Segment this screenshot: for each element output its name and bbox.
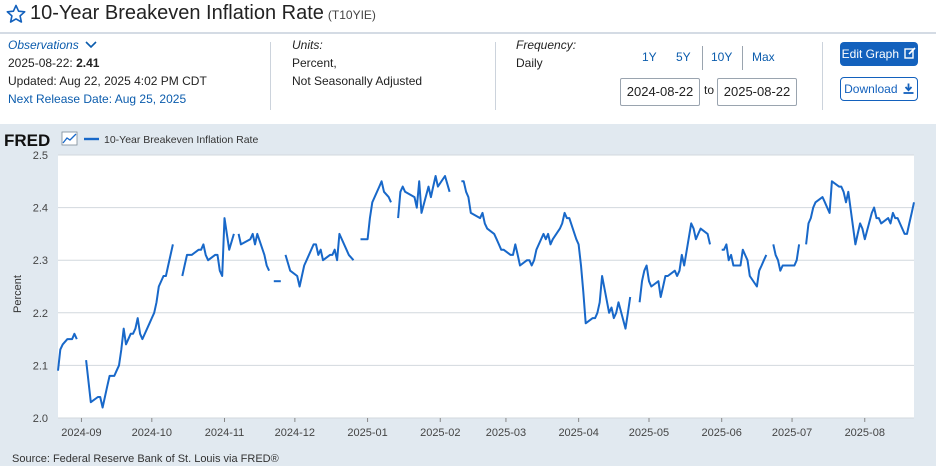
- next-release-link[interactable]: Next Release Date: Aug 25, 2025: [8, 92, 187, 106]
- y-tick-labels: 2.0 2.1 2.2 2.3 2.4 2.5: [33, 150, 48, 425]
- source-note: Source: Federal Reserve Bank of St. Loui…: [12, 453, 279, 465]
- x-tick-labels: 2024-09 2024-10 2024-11 2024-12 2025-01 2025-…: [61, 418, 885, 439]
- y-tick-label: 2.5: [33, 150, 48, 162]
- fred-logo: FRED: [4, 131, 50, 150]
- start-date-input[interactable]: 2024-08-22: [620, 78, 700, 106]
- observations-label: Observations: [8, 38, 79, 52]
- chart-area: FRED 10-Year Breakeven Inflation Rate Pe…: [0, 124, 936, 466]
- edit-graph-label: Edit Graph: [841, 47, 900, 61]
- star-icon[interactable]: [6, 4, 26, 24]
- x-tick-label: 2025-03: [486, 427, 526, 439]
- series-title: 10-Year Breakeven Inflation Rate: [30, 2, 324, 24]
- frequency-value: Daily: [516, 56, 543, 70]
- y-axis-label: Percent: [12, 275, 24, 313]
- page-title: 10-Year Breakeven Inflation Rate (T10YIE): [30, 2, 376, 25]
- edit-graph-button[interactable]: Edit Graph: [840, 42, 918, 66]
- updated-text: Updated: Aug 22, 2025 4:02 PM CDT: [8, 74, 207, 88]
- x-tick-label: 2025-07: [772, 427, 812, 439]
- observations-panel: Observations 2025-08-22: 2.41 Updated: A…: [8, 36, 207, 108]
- range-10y-button[interactable]: 10Y: [711, 50, 733, 64]
- x-tick-label: 2024-10: [132, 427, 172, 439]
- series-line-segment: [237, 232, 271, 272]
- units-label: Units:: [292, 38, 323, 52]
- series-line-segment: [360, 180, 392, 241]
- download-icon: [903, 83, 914, 94]
- x-tick-label: 2025-08: [845, 427, 885, 439]
- x-tick-label: 2025-06: [702, 427, 742, 439]
- series-line-segment: [461, 180, 632, 330]
- range-1y-button[interactable]: 1Y: [642, 50, 657, 64]
- divider: [270, 42, 271, 110]
- y-tick-label: 2.0: [33, 413, 48, 425]
- grid-lines: [58, 154, 914, 419]
- frequency-panel: Frequency: Daily: [516, 36, 576, 72]
- plot-area: [58, 155, 914, 418]
- legend-label: 10-Year Breakeven Inflation Rate: [104, 134, 258, 146]
- download-button[interactable]: Download: [840, 77, 918, 101]
- x-tick-label: 2024-11: [205, 427, 245, 439]
- series-line-segment: [57, 332, 78, 371]
- x-tick-label: 2024-12: [275, 427, 315, 439]
- range-max-button[interactable]: Max: [752, 50, 775, 64]
- units-line2: Not Seasonally Adjusted: [292, 74, 423, 88]
- chevron-down-icon: [85, 41, 97, 49]
- observations-toggle[interactable]: Observations: [8, 36, 207, 54]
- series-line-segment: [805, 180, 915, 246]
- date-range-to: to: [704, 83, 715, 97]
- series-line-segment: [85, 244, 174, 409]
- series-line-segment: [181, 217, 235, 277]
- range-5y-button[interactable]: 5Y: [676, 50, 691, 64]
- x-tick-label: 2025-02: [420, 427, 460, 439]
- line-chart[interactable]: FRED 10-Year Breakeven Inflation Rate Pe…: [0, 124, 936, 466]
- observation-value: 2.41: [76, 56, 100, 70]
- series-id: (T10YIE): [327, 8, 376, 22]
- divider: [742, 46, 743, 70]
- divider: [495, 42, 496, 110]
- series-line-segment: [721, 243, 768, 288]
- units-line1: Percent,: [292, 56, 337, 70]
- divider: [702, 46, 703, 70]
- edit-icon: [904, 47, 916, 59]
- fred-graph-icon: [61, 131, 78, 146]
- observation-date: 2025-08-22:: [8, 56, 73, 70]
- units-panel: Units: Percent, Not Seasonally Adjusted: [292, 36, 422, 90]
- y-tick-label: 2.4: [33, 203, 48, 215]
- y-tick-label: 2.2: [33, 308, 48, 320]
- title-bar: 10-Year Breakeven Inflation Rate (T10YIE): [0, 0, 936, 34]
- x-tick-label: 2025-05: [629, 427, 669, 439]
- series-line-segment: [638, 222, 711, 303]
- end-date-input[interactable]: 2025-08-22: [717, 78, 797, 106]
- series-line-segment: [397, 175, 451, 219]
- series-10-year-breakeven: [57, 175, 915, 409]
- series-line-segment: [772, 244, 801, 272]
- series-line-segment: [284, 232, 355, 288]
- x-tick-label: 2025-04: [558, 427, 598, 439]
- divider: [822, 42, 823, 110]
- x-tick-label: 2025-01: [347, 427, 387, 439]
- y-tick-label: 2.1: [33, 360, 48, 372]
- download-label: Download: [844, 82, 898, 96]
- y-tick-label: 2.3: [33, 255, 48, 267]
- x-tick-label: 2024-09: [61, 427, 101, 439]
- frequency-label: Frequency:: [516, 38, 577, 52]
- latest-observation: 2025-08-22: 2.41: [8, 54, 207, 72]
